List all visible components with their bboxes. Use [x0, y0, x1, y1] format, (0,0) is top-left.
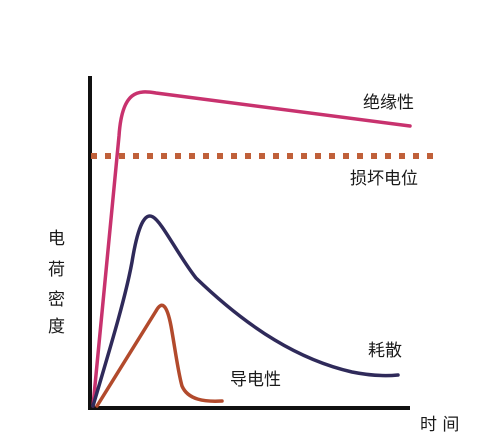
damage-potential-label: 损坏电位	[350, 169, 418, 189]
insulating-curve	[91, 90, 412, 408]
conductive-label: 导电性	[230, 370, 281, 390]
y-axis-label-char: 电	[48, 229, 65, 249]
dissipative-label: 耗散	[368, 341, 402, 361]
y-axis-label-char: 密	[48, 290, 65, 310]
y-axis-label-char: 荷	[48, 260, 65, 280]
dissipative-curve	[91, 214, 400, 408]
y-axis-label-char: 度	[48, 317, 65, 337]
x-axis-label: 时 间	[420, 415, 459, 435]
insulating-label: 绝缘性	[363, 93, 414, 113]
conductive-curve	[95, 303, 224, 408]
